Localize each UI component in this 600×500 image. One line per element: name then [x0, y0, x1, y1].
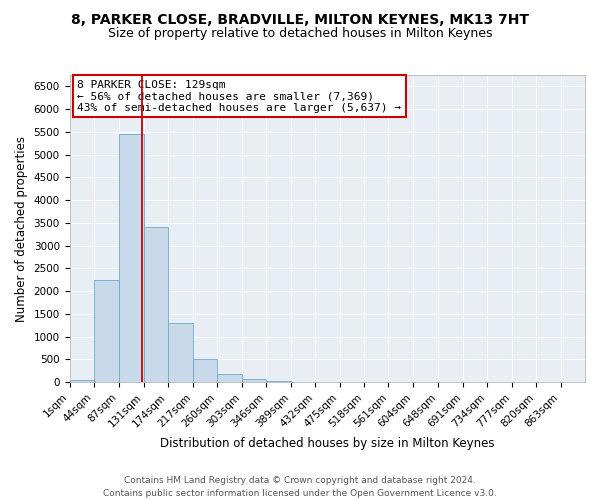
Bar [193, 360, 217, 382]
Bar [94, 280, 119, 382]
Text: Contains HM Land Registry data © Crown copyright and database right 2024.
Contai: Contains HM Land Registry data © Crown c… [103, 476, 497, 498]
Bar [242, 378, 266, 382]
Text: 8 PARKER CLOSE: 129sqm
← 56% of detached houses are smaller (7,369)
43% of semi-: 8 PARKER CLOSE: 129sqm ← 56% of detached… [77, 80, 401, 113]
X-axis label: Distribution of detached houses by size in Milton Keynes: Distribution of detached houses by size … [160, 437, 494, 450]
Bar [266, 380, 290, 382]
Text: Size of property relative to detached houses in Milton Keynes: Size of property relative to detached ho… [108, 28, 492, 40]
Bar [217, 374, 242, 382]
Bar [143, 228, 168, 382]
Bar [70, 380, 94, 382]
Bar [168, 323, 193, 382]
Text: 8, PARKER CLOSE, BRADVILLE, MILTON KEYNES, MK13 7HT: 8, PARKER CLOSE, BRADVILLE, MILTON KEYNE… [71, 12, 529, 26]
Bar [119, 134, 143, 382]
Y-axis label: Number of detached properties: Number of detached properties [15, 136, 28, 322]
